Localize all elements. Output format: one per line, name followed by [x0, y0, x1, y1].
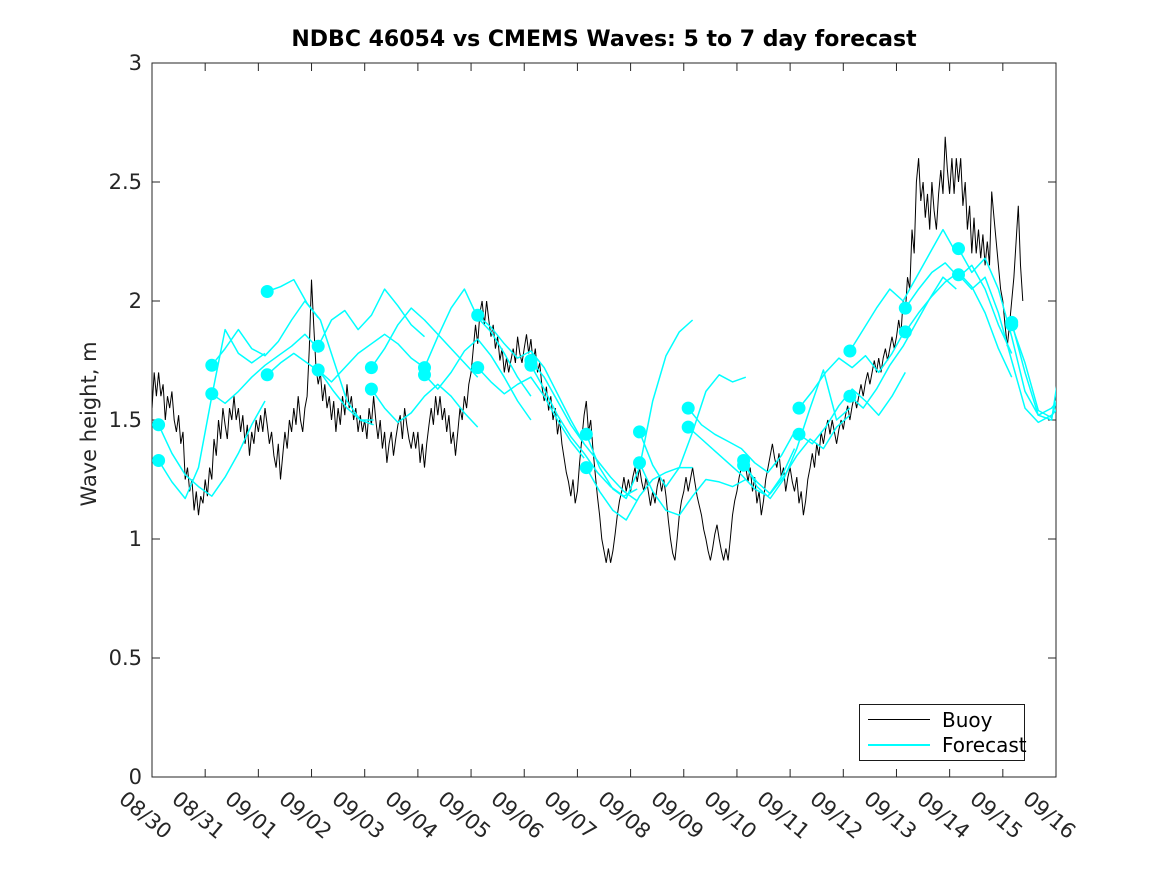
forecast-segment-line: [1010, 322, 1056, 421]
legend-buoy-row: Buoy: [860, 709, 1024, 731]
forecast-segment-line: [904, 271, 1013, 378]
chart-title: NDBC 46054 vs CMEMS Waves: 5 to 7 day fo…: [291, 27, 917, 52]
forecast-segment-line: [798, 329, 906, 409]
x-tick-label: 09/01: [220, 787, 282, 844]
forecast-segment-line: [266, 278, 374, 421]
x-tick-label: 09/16: [1018, 787, 1080, 844]
forecast-start-marker: [311, 363, 325, 377]
forecast-segment-line: [370, 383, 479, 428]
x-tick-label: 08/31: [167, 787, 229, 844]
forecast-segment-line: [638, 462, 747, 516]
forecast-start-marker: [843, 389, 857, 403]
legend-forecast-label: Forecast: [942, 733, 1027, 758]
forecast-segment-line: [317, 288, 426, 347]
forecast-segment-line: [423, 338, 532, 421]
forecast-segment-line: [798, 372, 906, 445]
forecast-segment-line: [743, 414, 851, 495]
forecast-segment-line: [317, 333, 425, 383]
buoy-line: [152, 136, 1024, 563]
forecast-start-marker: [952, 242, 965, 256]
y-tick-label: 3: [129, 51, 142, 75]
legend-forecast-row: Forecast: [860, 733, 1027, 758]
y-tick-label: 0: [129, 765, 142, 789]
forecast-start-marker: [898, 301, 912, 315]
forecast-segment-line: [585, 466, 693, 521]
x-tick-label: 09/10: [699, 787, 761, 844]
x-tick-label: 09/08: [593, 787, 655, 844]
forecast-segment-line: [849, 276, 957, 409]
forecast-start-marker: [1005, 318, 1019, 332]
series-layer: [152, 136, 1056, 563]
forecast-start-marker: [471, 361, 485, 375]
y-tick-label: 1.5: [109, 408, 142, 432]
forecast-start-marker: [260, 285, 274, 298]
forecast-segment-line: [687, 426, 796, 497]
forecast-start-marker: [633, 456, 646, 470]
forecast-segment-line: [477, 314, 585, 445]
x-tick-label: 09/05: [433, 787, 495, 844]
forecast-segment-line: [157, 400, 266, 497]
forecast-start-marker: [364, 361, 378, 375]
y-axis-label: Wave height, m: [77, 341, 101, 506]
forecast-segment-line: [849, 228, 957, 352]
forecast-start-marker: [898, 325, 912, 339]
x-tick-label: 08/30: [114, 787, 176, 844]
y-tick-label: 1: [129, 527, 142, 551]
forecast-start-marker: [792, 401, 806, 415]
forecast-segment-line: [211, 300, 319, 366]
forecast-start-marker: [579, 427, 593, 441]
forecast-start-marker: [205, 358, 219, 372]
legend: Buoy Forecast: [859, 704, 1027, 761]
forecast-segment-line: [1010, 324, 1056, 419]
forecast-start-marker: [952, 268, 965, 282]
forecast-start-marker: [364, 382, 378, 396]
forecast-start-marker: [524, 358, 538, 372]
forecast-start-marker: [471, 308, 485, 322]
forecast-start-marker: [260, 368, 274, 382]
axes-layer: [151, 62, 1057, 778]
x-tick-label: 09/07: [539, 787, 601, 844]
x-tick-label: 09/13: [859, 787, 921, 844]
forecast-start-marker: [152, 454, 166, 467]
forecast-segment-line: [742, 369, 851, 500]
forecast-segment-line: [957, 274, 1056, 424]
forecast-segment-line: [477, 367, 585, 459]
plot-box: [151, 62, 1057, 778]
y-tick-label: 0.5: [109, 646, 142, 670]
x-tick-label: 09/02: [274, 787, 336, 844]
x-tick-label: 09/04: [380, 787, 442, 844]
x-tick-label: 09/06: [486, 787, 548, 844]
x-tick-label: 09/14: [912, 787, 974, 844]
x-tick-label: 09/11: [752, 787, 814, 844]
forecast-segment-line: [530, 360, 638, 502]
x-tick-label: 09/09: [646, 787, 708, 844]
forecast-start-marker: [737, 458, 751, 472]
forecast-start-marker: [843, 344, 857, 358]
forecast-start-marker: [311, 339, 325, 353]
forecast-segment-line: [211, 333, 319, 405]
x-tick-label: 09/15: [965, 787, 1027, 844]
legend-buoy-label: Buoy: [942, 707, 993, 732]
legend-buoy-line-sample: [868, 719, 930, 721]
forecast-start-marker: [579, 461, 593, 475]
y-tick-label: 2: [129, 289, 142, 313]
forecast-start-marker: [205, 387, 219, 401]
x-tick-label: 09/12: [805, 787, 867, 844]
y-tick-label: 2.5: [109, 170, 142, 194]
forecast-start-marker: [681, 420, 695, 434]
x-tick-label: 09/03: [327, 787, 389, 844]
forecast-start-marker: [792, 427, 806, 441]
forecast-segment-line: [957, 248, 1056, 416]
forecast-start-marker: [633, 425, 646, 439]
forecast-segment-line: [687, 407, 796, 474]
forecast-start-marker: [418, 368, 431, 382]
legend-forecast-line-sample: [868, 744, 930, 747]
forecast-start-marker: [681, 401, 695, 415]
forecast-start-marker: [152, 418, 166, 432]
